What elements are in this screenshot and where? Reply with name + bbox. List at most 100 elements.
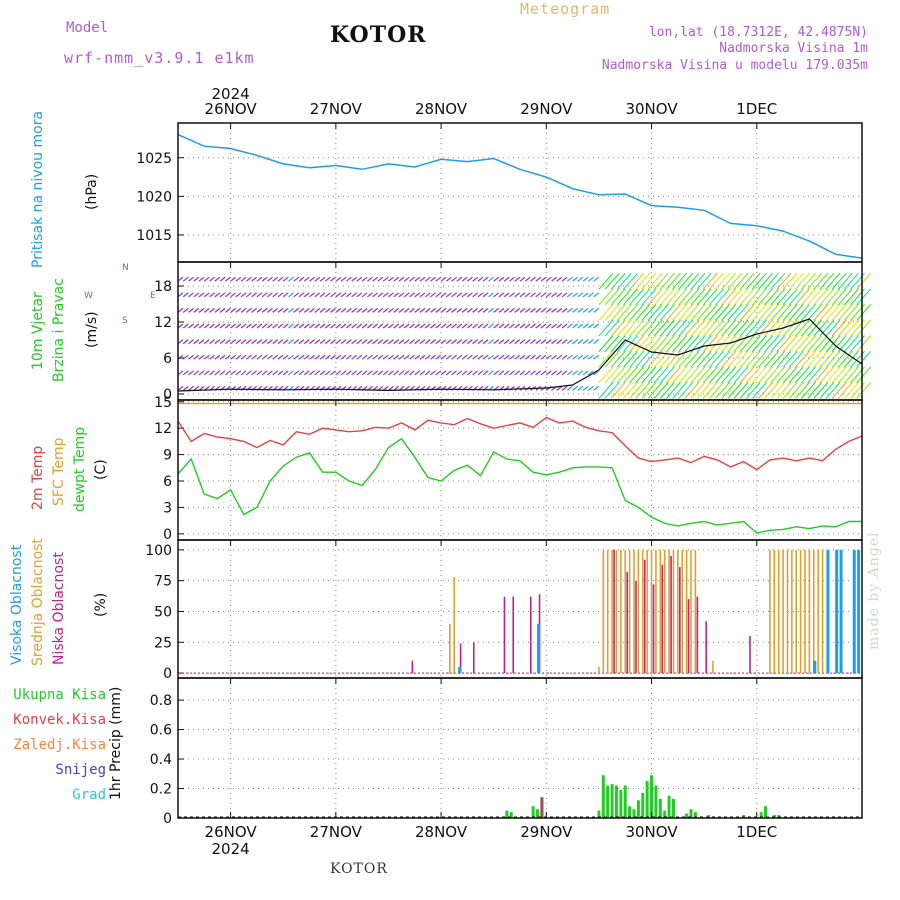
wind-barb [419, 276, 426, 282]
wind-barb [209, 370, 215, 376]
rain-bar [505, 810, 509, 818]
wind-barb [733, 319, 749, 337]
wind-barb [309, 292, 315, 298]
wind-barb [819, 272, 835, 290]
wind-barb [356, 339, 363, 345]
wind-barb [498, 276, 505, 282]
wind-barb [403, 292, 410, 298]
wind-barb [214, 323, 221, 329]
wind-barb [696, 335, 712, 352]
wind-barb [409, 307, 415, 313]
wind-barb [844, 366, 859, 384]
wind-barb [235, 354, 242, 360]
wind-barb [340, 354, 347, 360]
wind-barb [582, 292, 589, 298]
wind-barb [198, 276, 205, 282]
wind-barb [398, 292, 405, 298]
wind-barb [198, 339, 205, 345]
wind-barb [577, 370, 584, 376]
wind-barb [367, 323, 373, 329]
wind-barb [678, 272, 694, 290]
wind-barb [672, 335, 687, 352]
wind-barb [398, 354, 405, 360]
wind-barb [482, 276, 489, 282]
wind-barb [540, 339, 547, 345]
wind-barb [335, 339, 342, 345]
wind-barb [715, 366, 730, 384]
wind-barb [844, 382, 859, 399]
day-label-bottom: 26NOV [205, 823, 258, 841]
wind-barb [715, 272, 730, 290]
wind-barb [314, 276, 321, 282]
wind-barb [758, 304, 773, 321]
wind-barb [256, 276, 263, 282]
page-title: KOTOR [330, 22, 427, 48]
wind-barb [488, 276, 494, 282]
wind-barb [214, 292, 221, 298]
wind-barb [514, 292, 521, 298]
wind-barb [593, 307, 600, 313]
wind-barb [794, 382, 810, 399]
wind-barb [182, 385, 189, 391]
wind-barb [224, 370, 231, 376]
wind-barb [367, 307, 373, 313]
wind-barb [456, 323, 463, 329]
wind-barb [598, 288, 614, 306]
wind-barb [540, 307, 547, 313]
rain-bar [671, 798, 675, 818]
wind-barb [377, 292, 384, 298]
wind-barb [801, 335, 816, 352]
temp-ytick-label: 12 [154, 421, 172, 437]
wind-barb [477, 339, 484, 345]
precip-ytick-label: 0.4 [150, 752, 172, 768]
wind-barb [610, 319, 626, 337]
wind-barb [345, 354, 352, 360]
wind-barb [209, 292, 215, 298]
wind-ytick-label: 0 [163, 387, 172, 403]
wind-barb [456, 339, 463, 345]
wind-barb [709, 288, 724, 306]
wind-barb [330, 276, 336, 282]
wind-barb [203, 323, 210, 329]
wind-barb [435, 339, 442, 345]
wind-barb [340, 339, 347, 345]
wind-barb [430, 323, 436, 329]
wind-barb [393, 276, 400, 282]
wind-barb [831, 304, 847, 321]
wind-barb [807, 366, 823, 384]
wind-barb [551, 339, 557, 345]
wind-barb [770, 319, 786, 337]
wind-barb [530, 354, 536, 360]
wind-barb [588, 339, 594, 345]
wind-barb [246, 354, 252, 360]
wind-barb [514, 339, 521, 345]
wind-barb [198, 323, 205, 329]
wind-barb [314, 339, 321, 345]
wind-barb [456, 354, 463, 360]
wind-barb [530, 276, 536, 282]
wind-barb [456, 370, 463, 376]
wind-barb [356, 292, 363, 298]
wind-barb [414, 307, 421, 313]
wind-barb [709, 335, 724, 352]
wind-barb [445, 323, 452, 329]
wind-barb [177, 370, 184, 376]
temp-ytick-label: 3 [163, 500, 172, 516]
wind-barb [324, 292, 331, 298]
day-label-bottom: 1DEC [736, 823, 777, 841]
wind-barb [424, 323, 431, 329]
wind-barb [288, 323, 294, 329]
wind-barb [582, 307, 589, 313]
wind-barb [788, 350, 804, 368]
wind-barb [324, 276, 331, 282]
wind-barb [282, 354, 289, 360]
wind-barb [616, 350, 632, 368]
wind-barb [356, 276, 363, 282]
wind-barb [493, 292, 500, 298]
wind-barb [641, 366, 657, 384]
cloud-panel-frame [177, 539, 863, 679]
wind-barb [702, 366, 718, 384]
wind-barb [477, 307, 484, 313]
wind-barb [770, 350, 786, 368]
